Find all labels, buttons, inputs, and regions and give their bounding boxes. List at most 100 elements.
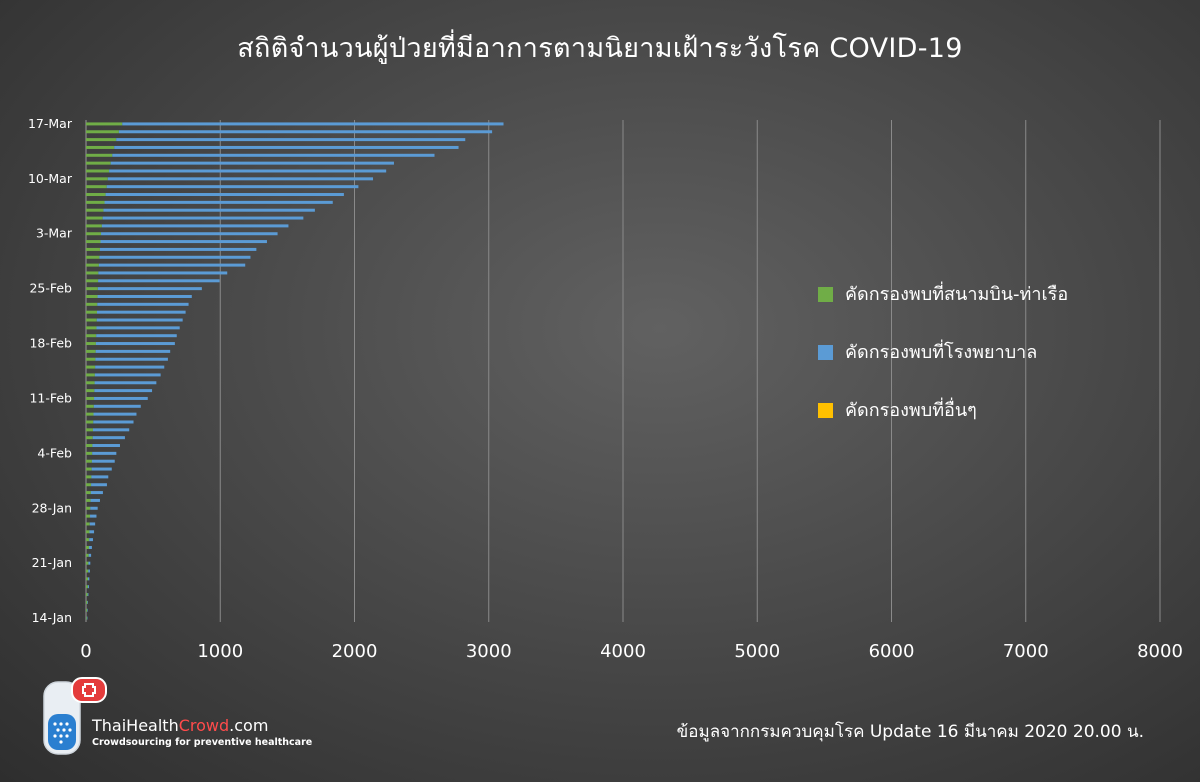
- bar-segment-airport: [86, 193, 106, 197]
- bar-segment-airport: [86, 506, 91, 510]
- legend: คัดกรองพบที่สนามบิน-ท่าเรือคัดกรองพบที่โ…: [818, 281, 1068, 421]
- bar-segment-hospital: [103, 208, 315, 212]
- bar-segment-hospital: [92, 451, 117, 455]
- bar-segment-hospital: [118, 130, 493, 134]
- y-tick-label: 28-Jan: [32, 500, 72, 515]
- bar-segment-airport: [86, 200, 105, 204]
- bar-segment-hospital: [96, 318, 183, 322]
- bar-segment-airport: [86, 287, 98, 291]
- x-tick-label: 5000: [734, 641, 780, 662]
- bar-segment-hospital: [98, 263, 246, 267]
- bar-segment-airport: [86, 240, 101, 244]
- x-tick-label: 2000: [332, 641, 378, 662]
- bar-segment-hospital: [112, 153, 435, 157]
- bar-segment-hospital: [91, 467, 112, 471]
- bar-segment-airport: [86, 247, 100, 251]
- bar-segment-airport: [86, 208, 104, 212]
- bar-segment-hospital: [88, 561, 91, 565]
- bar-segment-hospital: [95, 365, 165, 369]
- bar-segment-hospital: [95, 357, 168, 361]
- bar-segment-airport: [86, 530, 90, 534]
- bar-segment-hospital: [92, 428, 130, 432]
- bar-segment-airport: [86, 553, 89, 557]
- bar-segment-hospital: [94, 396, 148, 400]
- bar-segment-hospital: [92, 444, 120, 448]
- bar-segment-hospital: [89, 522, 96, 526]
- brand-name-part2: Crowd: [178, 716, 230, 735]
- bar-segment-airport: [86, 389, 95, 393]
- bar-segment-airport: [86, 585, 88, 589]
- bar-segment-airport: [86, 138, 117, 142]
- bar-segment-airport: [86, 467, 92, 471]
- bar-segment-hospital: [97, 287, 202, 291]
- bar-segment-airport: [86, 428, 93, 432]
- bar-segment-airport: [86, 153, 113, 157]
- bar-segment-airport: [86, 216, 103, 220]
- y-tick-label: 3-Mar: [36, 226, 73, 241]
- bar-segment-hospital: [89, 530, 95, 534]
- bar-segment-hospital: [93, 404, 141, 408]
- bar-segment-airport: [86, 334, 97, 338]
- bar-segment-hospital: [91, 475, 109, 479]
- y-tick-label: 14-Jan: [32, 610, 72, 625]
- x-tick-label: 4000: [600, 641, 646, 662]
- thaihealthcrowd-logo: [43, 677, 107, 755]
- x-tick-label: 1000: [197, 641, 243, 662]
- bar-segment-hospital: [94, 373, 161, 377]
- bar-segment-airport: [86, 185, 107, 189]
- y-tick-label: 18-Feb: [29, 336, 72, 351]
- y-tick-label: 11-Feb: [29, 390, 72, 405]
- bar-segment-hospital: [110, 161, 394, 165]
- bar-segment-airport: [86, 169, 110, 173]
- bar-segment-airport: [86, 545, 89, 549]
- bar-segment-airport: [86, 522, 90, 526]
- bar-segment-airport: [86, 491, 91, 495]
- brand-name: ThaiHealthCrowd.com: [92, 716, 268, 735]
- bar-segment-hospital: [87, 600, 88, 604]
- bar-segment-hospital: [90, 498, 100, 502]
- bar-segment-airport: [86, 577, 89, 581]
- legend-label: คัดกรองพบที่สนามบิน-ท่าเรือ: [845, 281, 1068, 305]
- bar-segment-airport: [86, 263, 99, 267]
- bar-segment-hospital: [89, 538, 93, 542]
- x-tick-label: 7000: [1003, 641, 1049, 662]
- bar-segment-hospital: [92, 436, 125, 440]
- bar-segment-airport: [86, 255, 100, 259]
- bar-segment-airport: [86, 514, 91, 518]
- bar-segment-hospital: [90, 514, 97, 518]
- bar-segment-airport: [86, 600, 88, 604]
- bar-segment-airport: [86, 459, 92, 463]
- bar-segment-hospital: [122, 122, 504, 126]
- bar-segment-airport: [86, 279, 99, 283]
- x-tick-label: 0: [80, 641, 91, 662]
- bar-segment-hospital: [96, 326, 180, 330]
- x-tick-label: 8000: [1137, 641, 1183, 662]
- bar-segment-hospital: [114, 145, 459, 149]
- bar-segment-hospital: [96, 334, 177, 338]
- bar-segment-hospital: [87, 608, 88, 612]
- bar-segment-airport: [86, 122, 123, 126]
- bar-segment-hospital: [91, 459, 115, 463]
- legend-swatch: [818, 287, 833, 302]
- bar-segment-hospital: [94, 381, 157, 385]
- bar-segment-hospital: [101, 224, 289, 228]
- bar-segment-hospital: [106, 185, 359, 189]
- bar-segment-airport: [86, 444, 93, 448]
- bar-segment-hospital: [99, 247, 257, 251]
- y-axis-labels: 14-Jan 21-Jan 28-Jan 4-Feb 11-Feb 18-Feb 25-Fe…: [28, 116, 73, 625]
- bar-segment-airport: [86, 342, 96, 346]
- bar-segment-hospital: [94, 389, 153, 393]
- bar-segment-hospital: [97, 310, 186, 314]
- bar-segment-hospital: [90, 506, 98, 510]
- bar-segment-airport: [86, 412, 94, 416]
- bar-segment-airport: [86, 326, 97, 330]
- chart-title: สถิติจำนวนผู้ป่วยที่มีอาการตามนิยามเฝ้าร…: [237, 33, 963, 64]
- bar-segment-airport: [86, 608, 88, 612]
- legend-swatch: [818, 345, 833, 360]
- x-tick-label: 3000: [466, 641, 512, 662]
- bar-segment-airport: [86, 294, 98, 298]
- bar-segment-airport: [86, 498, 91, 502]
- bar-segment-hospital: [104, 200, 333, 204]
- bar-segment-airport: [86, 365, 96, 369]
- data-source-note: ข้อมูลจากกรมควบคุมโรค Update 16 มีนาคม 2…: [676, 722, 1144, 742]
